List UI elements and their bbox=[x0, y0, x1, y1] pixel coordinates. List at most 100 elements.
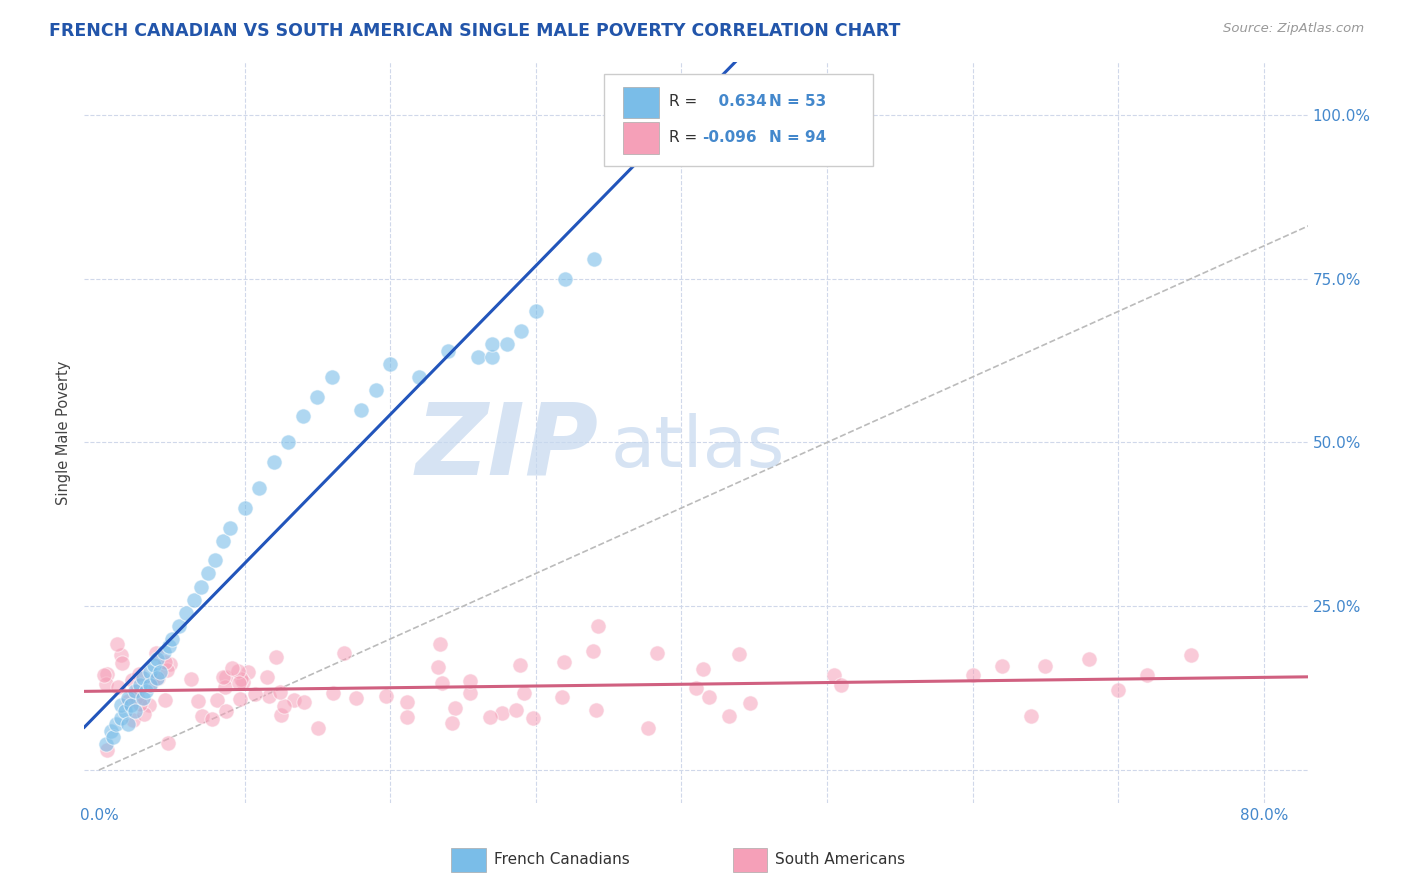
Point bbox=[481, 337, 503, 351]
Point bbox=[219, 521, 242, 535]
Point bbox=[146, 651, 169, 665]
Point bbox=[233, 500, 256, 515]
Point bbox=[93, 668, 115, 682]
Point bbox=[307, 390, 329, 404]
Point bbox=[215, 670, 238, 684]
Point bbox=[505, 703, 527, 717]
Point bbox=[509, 658, 531, 673]
Point bbox=[117, 694, 139, 708]
Point bbox=[96, 676, 118, 690]
Point bbox=[991, 658, 1014, 673]
Point bbox=[553, 655, 575, 669]
Text: -0.096: -0.096 bbox=[702, 130, 756, 145]
Point bbox=[637, 721, 659, 735]
Point bbox=[581, 644, 603, 658]
Point bbox=[266, 650, 288, 665]
Point bbox=[374, 689, 396, 703]
Point bbox=[263, 455, 285, 469]
FancyBboxPatch shape bbox=[451, 848, 485, 871]
Point bbox=[229, 691, 252, 706]
Point bbox=[221, 661, 243, 675]
Point bbox=[117, 717, 139, 731]
Point bbox=[212, 670, 235, 684]
Point bbox=[125, 683, 148, 698]
Point bbox=[645, 646, 668, 660]
Point bbox=[187, 694, 209, 708]
Point bbox=[153, 645, 176, 659]
Point bbox=[121, 673, 143, 687]
Point bbox=[215, 704, 238, 718]
Point bbox=[139, 665, 162, 679]
FancyBboxPatch shape bbox=[733, 848, 766, 871]
Text: ZIP: ZIP bbox=[415, 399, 598, 496]
Point bbox=[157, 639, 180, 653]
Point bbox=[132, 706, 155, 721]
Point bbox=[830, 678, 852, 692]
Point bbox=[159, 657, 181, 672]
Point bbox=[145, 646, 167, 660]
Point bbox=[117, 690, 139, 705]
Point bbox=[441, 715, 464, 730]
Point bbox=[321, 370, 343, 384]
FancyBboxPatch shape bbox=[623, 87, 659, 118]
Point bbox=[1019, 708, 1042, 723]
Point bbox=[107, 680, 129, 694]
Point bbox=[458, 686, 481, 700]
Text: French Canadians: French Canadians bbox=[494, 853, 630, 867]
Point bbox=[738, 696, 761, 710]
Point bbox=[291, 409, 314, 424]
Point bbox=[1136, 668, 1159, 682]
Point bbox=[380, 357, 402, 371]
Point bbox=[103, 731, 125, 745]
Point bbox=[174, 606, 197, 620]
Point bbox=[236, 665, 259, 680]
Point bbox=[214, 681, 236, 695]
Point bbox=[333, 646, 356, 660]
Point bbox=[183, 592, 205, 607]
Point bbox=[495, 337, 517, 351]
Point bbox=[685, 681, 707, 695]
Point bbox=[120, 698, 142, 712]
Point bbox=[283, 693, 305, 707]
FancyBboxPatch shape bbox=[605, 73, 873, 166]
Text: 0.634: 0.634 bbox=[709, 95, 766, 109]
Point bbox=[228, 676, 250, 690]
Point bbox=[396, 695, 419, 709]
Point bbox=[478, 710, 501, 724]
Point bbox=[823, 668, 845, 682]
Point bbox=[180, 673, 202, 687]
Point bbox=[114, 704, 136, 718]
Point bbox=[160, 632, 183, 646]
Point bbox=[231, 673, 253, 687]
Point bbox=[513, 686, 536, 700]
Point bbox=[1107, 683, 1129, 698]
Text: atlas: atlas bbox=[610, 413, 785, 482]
Point bbox=[96, 737, 118, 751]
Point bbox=[583, 252, 606, 266]
Point bbox=[585, 703, 607, 717]
Point bbox=[1035, 659, 1057, 673]
Point bbox=[156, 663, 179, 677]
Text: N = 94: N = 94 bbox=[769, 130, 827, 145]
Point bbox=[396, 710, 419, 724]
Point bbox=[226, 664, 249, 678]
Point bbox=[139, 678, 162, 692]
Point bbox=[190, 709, 212, 723]
Point bbox=[554, 271, 576, 285]
Point bbox=[524, 304, 547, 318]
Point bbox=[467, 351, 489, 365]
Point bbox=[143, 658, 166, 673]
Point bbox=[444, 701, 467, 715]
Point bbox=[149, 665, 172, 679]
Text: N = 53: N = 53 bbox=[769, 95, 827, 109]
Text: R =: R = bbox=[669, 130, 697, 145]
Point bbox=[131, 671, 153, 685]
Point bbox=[207, 693, 229, 707]
Y-axis label: Single Male Poverty: Single Male Poverty bbox=[56, 360, 72, 505]
Point bbox=[551, 690, 574, 705]
Text: Source: ZipAtlas.com: Source: ZipAtlas.com bbox=[1223, 22, 1364, 36]
Point bbox=[437, 343, 460, 358]
Point bbox=[277, 435, 299, 450]
Point bbox=[141, 675, 163, 690]
Point bbox=[100, 723, 122, 738]
